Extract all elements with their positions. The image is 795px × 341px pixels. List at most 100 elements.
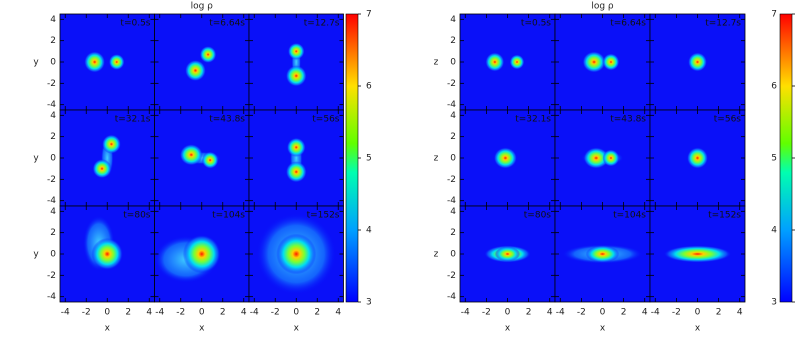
colorbar-tick-label: 6 — [771, 82, 777, 92]
panel-label: t=104s — [212, 211, 245, 221]
x-tick-label: -2 — [577, 308, 586, 318]
panel: t=104s — [154, 205, 250, 303]
panel-label: t=104s — [613, 211, 646, 221]
density-image — [92, 134, 121, 179]
y-tick-label: -2 — [447, 271, 456, 281]
y-tick-label: -4 — [47, 100, 56, 110]
panel: t=152s — [649, 205, 746, 303]
colorbar — [779, 13, 793, 303]
density-blob — [485, 52, 505, 72]
density-image — [686, 147, 709, 169]
panel: t=12.7s — [649, 13, 746, 111]
panel-label: t=12.7s — [304, 19, 340, 29]
x-axis-label: x — [600, 324, 606, 334]
y-tick-label: 4 — [450, 15, 456, 25]
density-image — [256, 213, 337, 295]
density-blob — [287, 42, 305, 60]
y-tick-label: 2 — [450, 36, 456, 46]
density-blob — [179, 144, 203, 166]
panel-background — [154, 14, 249, 110]
x-tick-label: 2 — [621, 308, 627, 318]
x-axis-label: x — [105, 324, 111, 334]
density-blob — [582, 51, 606, 73]
y-tick-label: 0 — [50, 154, 56, 164]
panel-label: t=56s — [312, 115, 340, 125]
panel: t=32.1s — [59, 109, 155, 207]
panel-label: t=12.7s — [705, 19, 741, 29]
density-image — [84, 51, 125, 73]
density-blob — [585, 245, 620, 263]
density-blob — [182, 234, 221, 274]
panel-label: t=152s — [708, 211, 741, 221]
panel-label: t=56s — [714, 115, 742, 125]
x-axis-label: x — [199, 324, 205, 334]
y-tick-label: -4 — [447, 196, 456, 206]
x-tick-label: 2 — [526, 308, 532, 318]
y-tick-label: -4 — [447, 292, 456, 302]
colorbar-tick-label: 3 — [771, 298, 777, 308]
density-blob — [494, 246, 521, 262]
density-image — [83, 215, 123, 272]
panel: t=56s — [248, 109, 344, 207]
density-blob — [663, 245, 732, 263]
x-tick-label: -4 — [556, 308, 565, 318]
x-tick-label: -2 — [672, 308, 681, 318]
density-image — [663, 245, 732, 263]
y-tick-label: 2 — [50, 132, 56, 142]
y-tick-label: 0 — [450, 154, 456, 164]
panel-label: t=43.8s — [610, 115, 646, 125]
y-tick-label: 4 — [450, 207, 456, 217]
x-tick-label: 4 — [335, 308, 341, 318]
density-blob — [602, 149, 620, 167]
density-image — [688, 52, 707, 72]
colorbar-tick-label: 3 — [366, 298, 372, 308]
density-blob — [688, 52, 707, 72]
density-blob — [285, 161, 307, 183]
y-axis-label: y — [33, 58, 39, 68]
density-blob — [285, 65, 307, 87]
x-tick-label: -2 — [82, 308, 91, 318]
y-tick-label: -2 — [47, 271, 56, 281]
y-tick-label: -2 — [447, 79, 456, 89]
density-image — [484, 245, 531, 263]
panel: t=152s — [248, 205, 344, 303]
x-tick-label: -2 — [176, 308, 185, 318]
y-tick-label: -2 — [47, 175, 56, 185]
panel: t=6.64s — [154, 13, 250, 111]
y-tick-label: -4 — [47, 292, 56, 302]
y-axis-label: z — [434, 58, 439, 68]
panel: t=56s — [649, 109, 746, 207]
y-tick-label: 4 — [50, 111, 56, 121]
colorbar-tick-label: 7 — [366, 10, 372, 20]
density-blob — [108, 54, 125, 70]
panel-background — [460, 14, 555, 110]
x-tick-label: -2 — [271, 308, 280, 318]
panel-label: t=43.8s — [209, 115, 245, 125]
panel-background — [60, 14, 155, 110]
y-axis-label: z — [434, 154, 439, 164]
x-tick-label: 2 — [125, 308, 131, 318]
y-tick-label: -4 — [447, 100, 456, 110]
y-axis-label: y — [33, 250, 39, 260]
density-image — [485, 52, 525, 72]
x-axis-label: x — [505, 324, 511, 334]
panel: t=12.7s — [248, 13, 344, 111]
x-tick-label: -4 — [461, 308, 470, 318]
density-image — [582, 51, 620, 73]
y-tick-label: 4 — [450, 111, 456, 121]
panel: t=0.5s — [59, 13, 155, 111]
chart-title: log ρ — [591, 2, 614, 12]
x-axis-label: x — [294, 324, 300, 334]
panel: t=32.1s — [459, 109, 556, 207]
y-tick-label: 0 — [450, 58, 456, 68]
density-image — [562, 244, 643, 264]
y-axis-label: z — [434, 250, 439, 260]
x-tick-label: 2 — [716, 308, 722, 318]
density-blob — [686, 147, 709, 169]
y-tick-label: 4 — [50, 207, 56, 217]
y-tick-label: 2 — [450, 132, 456, 142]
x-tick-label: 0 — [600, 308, 606, 318]
y-tick-label: 0 — [50, 250, 56, 260]
x-axis-label: x — [695, 324, 701, 334]
